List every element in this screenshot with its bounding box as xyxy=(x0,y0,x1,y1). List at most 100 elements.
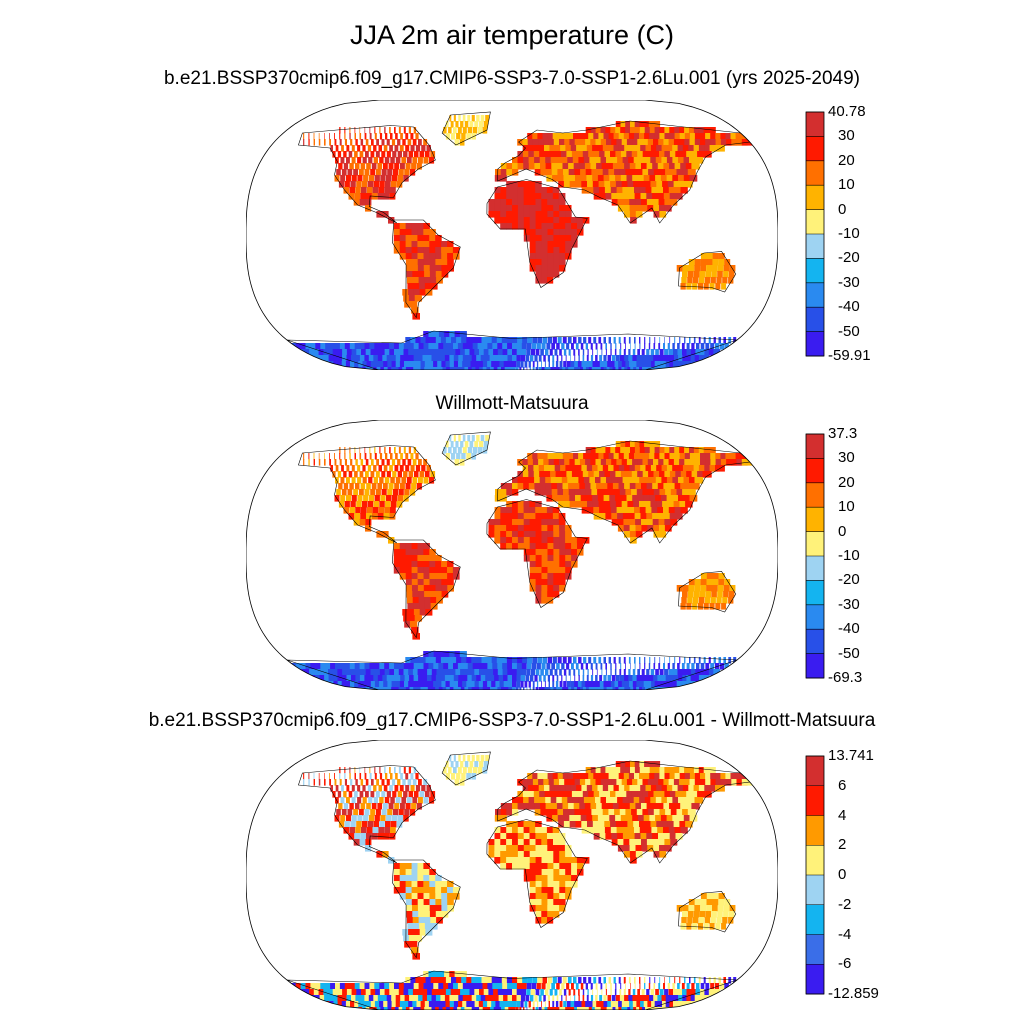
land-cell xyxy=(689,815,698,822)
land-cell xyxy=(547,247,554,254)
land-cell xyxy=(378,187,385,194)
land-cell xyxy=(384,767,386,774)
land-cell xyxy=(613,337,616,344)
land-cell xyxy=(445,657,454,664)
land-cell xyxy=(413,609,421,616)
land-cell xyxy=(529,821,536,828)
land-cell xyxy=(389,785,393,792)
land-cell xyxy=(549,785,557,792)
land-cell xyxy=(576,857,584,864)
land-cell xyxy=(568,349,571,356)
land-cell xyxy=(641,483,649,490)
land-cell xyxy=(535,899,542,906)
land-cell xyxy=(700,663,705,670)
land-cell xyxy=(634,983,636,990)
land-cell xyxy=(405,803,411,810)
colorbar-label: 2 xyxy=(838,836,847,854)
land-cell xyxy=(708,977,711,984)
land-cell xyxy=(567,453,576,460)
land-cell xyxy=(547,229,554,236)
land-cell xyxy=(710,343,715,350)
land-cell xyxy=(523,803,530,810)
land-cell xyxy=(547,845,554,852)
land-cell xyxy=(585,459,593,466)
land-cell xyxy=(501,337,508,344)
land-cell xyxy=(411,235,418,242)
land-cell xyxy=(411,549,418,556)
land-cell xyxy=(519,687,522,690)
land-cell xyxy=(362,477,367,484)
land-cell xyxy=(543,995,546,1002)
land-cell xyxy=(663,507,671,514)
land-cell xyxy=(544,367,550,370)
land-cell xyxy=(676,361,696,368)
land-cell xyxy=(550,151,557,158)
land-cell xyxy=(698,785,709,792)
land-cell xyxy=(340,495,346,502)
land-cell xyxy=(656,501,664,508)
land-cell xyxy=(679,139,689,146)
land-cell xyxy=(644,977,646,984)
land-cell xyxy=(403,471,408,478)
land-cell xyxy=(506,977,513,984)
land-cell xyxy=(603,175,611,182)
land-cell xyxy=(379,773,383,780)
land-cell xyxy=(482,767,488,774)
land-cell xyxy=(413,283,421,290)
land-cell xyxy=(504,1007,510,1010)
land-cell xyxy=(308,139,310,146)
land-cell xyxy=(668,139,679,146)
land-cell xyxy=(541,367,546,370)
land-cell xyxy=(685,821,693,828)
land-cell xyxy=(607,995,611,1002)
land-cell xyxy=(404,621,412,628)
land-cell xyxy=(622,477,631,484)
land-cell xyxy=(512,163,519,170)
land-cell xyxy=(577,471,585,478)
land-cell xyxy=(373,821,379,828)
land-cell xyxy=(424,283,432,290)
land-cell xyxy=(536,343,541,350)
land-cell xyxy=(324,459,326,466)
land-cell xyxy=(428,331,437,338)
land-cell xyxy=(597,785,606,792)
land-cell xyxy=(535,501,542,508)
land-cell xyxy=(605,349,607,356)
land-cell xyxy=(355,139,358,146)
land-cell xyxy=(411,803,417,810)
land-cell xyxy=(399,163,405,170)
land-cell xyxy=(593,977,597,984)
land-cell xyxy=(529,537,537,544)
land-cell xyxy=(329,459,331,466)
land-cell xyxy=(471,355,480,362)
land-cell xyxy=(500,519,507,526)
land-cell xyxy=(664,989,669,996)
land-cell xyxy=(410,145,415,152)
land-cell xyxy=(507,983,513,990)
land-cell xyxy=(604,791,613,798)
land-cell xyxy=(665,995,674,1002)
land-cell xyxy=(641,349,645,356)
land-cell xyxy=(528,785,535,792)
land-cell xyxy=(542,977,547,984)
land-cell xyxy=(523,525,531,532)
land-cell xyxy=(467,767,472,774)
land-cell xyxy=(638,175,646,182)
land-cell xyxy=(347,169,353,176)
land-cell xyxy=(647,205,655,212)
land-cell xyxy=(522,151,530,158)
land-cell xyxy=(515,687,519,690)
land-cell xyxy=(708,989,716,996)
land-cell xyxy=(625,127,635,134)
land-cell xyxy=(512,355,517,362)
land-cell xyxy=(694,905,701,912)
land-cell xyxy=(586,815,594,822)
land-cell xyxy=(472,663,480,670)
land-cell xyxy=(604,151,613,158)
land-cell xyxy=(559,217,566,224)
land-cell xyxy=(646,669,650,676)
land-cell xyxy=(633,797,642,804)
land-cell xyxy=(650,669,655,676)
land-cell xyxy=(547,899,554,906)
land-cell xyxy=(639,663,641,670)
